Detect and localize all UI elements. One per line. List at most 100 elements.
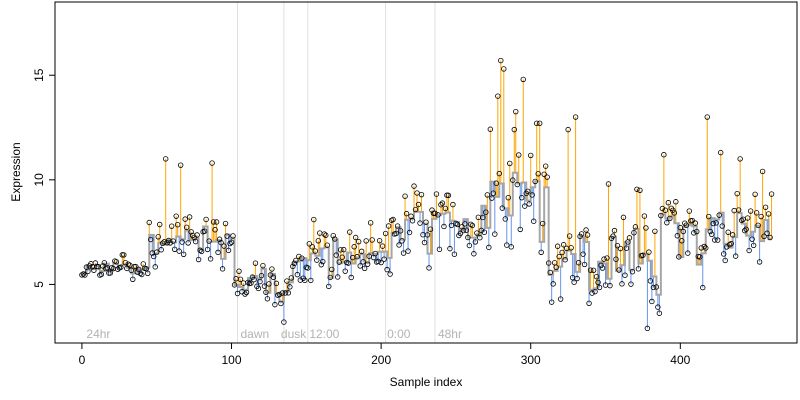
data-point bbox=[113, 259, 120, 265]
data-point bbox=[644, 325, 651, 332]
data-point bbox=[224, 233, 230, 239]
data-point bbox=[520, 76, 526, 83]
data-point bbox=[101, 260, 108, 266]
data-point bbox=[203, 216, 209, 223]
data-point bbox=[411, 183, 417, 189]
data-point bbox=[336, 259, 342, 265]
data-point bbox=[435, 212, 441, 218]
x-tick-label: 400 bbox=[670, 353, 690, 367]
data-point bbox=[487, 126, 494, 132]
x-axis-title: Sample index bbox=[390, 375, 463, 389]
y-tick-label: 15 bbox=[32, 68, 46, 82]
data-point bbox=[737, 156, 743, 162]
data-point bbox=[572, 114, 579, 120]
data-point bbox=[704, 114, 710, 120]
data-point bbox=[255, 285, 262, 292]
data-point bbox=[133, 263, 139, 270]
data-point bbox=[198, 248, 205, 255]
data-point bbox=[302, 277, 308, 284]
data-point bbox=[673, 199, 679, 205]
data-point bbox=[626, 235, 633, 241]
data-point bbox=[659, 205, 666, 212]
data-point bbox=[98, 271, 105, 278]
data-point bbox=[722, 257, 728, 264]
data-point bbox=[291, 260, 298, 266]
data-point bbox=[674, 233, 681, 239]
data-point bbox=[261, 283, 268, 289]
data-point bbox=[215, 249, 221, 256]
data-point bbox=[719, 223, 725, 229]
data-point bbox=[384, 266, 390, 273]
data-point bbox=[662, 207, 669, 213]
data-point bbox=[726, 241, 733, 248]
data-point bbox=[323, 232, 329, 238]
data-point bbox=[354, 254, 360, 260]
data-point bbox=[206, 238, 212, 244]
data-point bbox=[457, 230, 464, 237]
data-point bbox=[418, 191, 425, 198]
data-point bbox=[441, 223, 447, 230]
points bbox=[79, 57, 775, 332]
data-point bbox=[710, 220, 716, 227]
data-point bbox=[528, 152, 534, 159]
data-point bbox=[179, 239, 185, 245]
data-point bbox=[315, 238, 321, 244]
data-point bbox=[571, 279, 577, 285]
data-point bbox=[647, 278, 654, 284]
data-point bbox=[477, 235, 483, 241]
data-point bbox=[616, 267, 622, 273]
data-point bbox=[542, 163, 549, 169]
annotation-label: 48hr bbox=[438, 327, 462, 341]
data-point bbox=[749, 236, 755, 242]
data-point bbox=[492, 231, 498, 237]
data-point bbox=[188, 229, 194, 235]
data-point bbox=[665, 200, 672, 206]
data-point bbox=[82, 272, 88, 278]
data-point bbox=[278, 300, 284, 307]
data-point bbox=[118, 264, 124, 270]
data-point bbox=[613, 256, 619, 262]
data-point bbox=[363, 238, 369, 244]
data-point bbox=[535, 171, 541, 177]
data-point bbox=[305, 265, 311, 271]
data-point bbox=[560, 242, 567, 248]
data-point bbox=[607, 282, 613, 289]
data-point bbox=[587, 267, 594, 273]
data-point bbox=[574, 275, 580, 282]
data-point bbox=[139, 271, 145, 278]
data-point bbox=[146, 219, 152, 226]
data-point bbox=[759, 168, 766, 175]
data-point bbox=[309, 244, 316, 250]
data-point bbox=[351, 244, 357, 250]
data-point bbox=[709, 231, 715, 238]
data-point bbox=[182, 216, 188, 222]
data-point bbox=[490, 190, 497, 196]
data-point bbox=[516, 152, 522, 158]
data-point bbox=[324, 242, 330, 248]
data-point bbox=[474, 230, 480, 236]
data-point bbox=[333, 252, 339, 258]
data-point bbox=[314, 257, 320, 263]
data-point bbox=[753, 210, 760, 216]
annotation-label: 24hr bbox=[86, 327, 110, 341]
data-point bbox=[390, 216, 396, 223]
data-point bbox=[637, 187, 643, 193]
data-point bbox=[230, 233, 236, 239]
data-point bbox=[502, 216, 508, 222]
data-point bbox=[683, 222, 689, 228]
data-point bbox=[158, 247, 164, 253]
data-point bbox=[379, 243, 386, 249]
data-point bbox=[288, 275, 295, 281]
data-point bbox=[768, 191, 775, 197]
y-axis-title: Expression bbox=[9, 142, 23, 201]
data-point bbox=[629, 268, 636, 275]
data-point bbox=[486, 244, 492, 251]
data-point bbox=[504, 242, 510, 248]
data-point bbox=[219, 266, 226, 272]
data-point bbox=[734, 190, 740, 197]
residual-stems bbox=[81, 60, 773, 329]
data-point bbox=[152, 264, 158, 270]
data-point bbox=[432, 210, 438, 216]
annotation-label: dusk bbox=[281, 327, 307, 341]
data-point bbox=[163, 156, 169, 162]
